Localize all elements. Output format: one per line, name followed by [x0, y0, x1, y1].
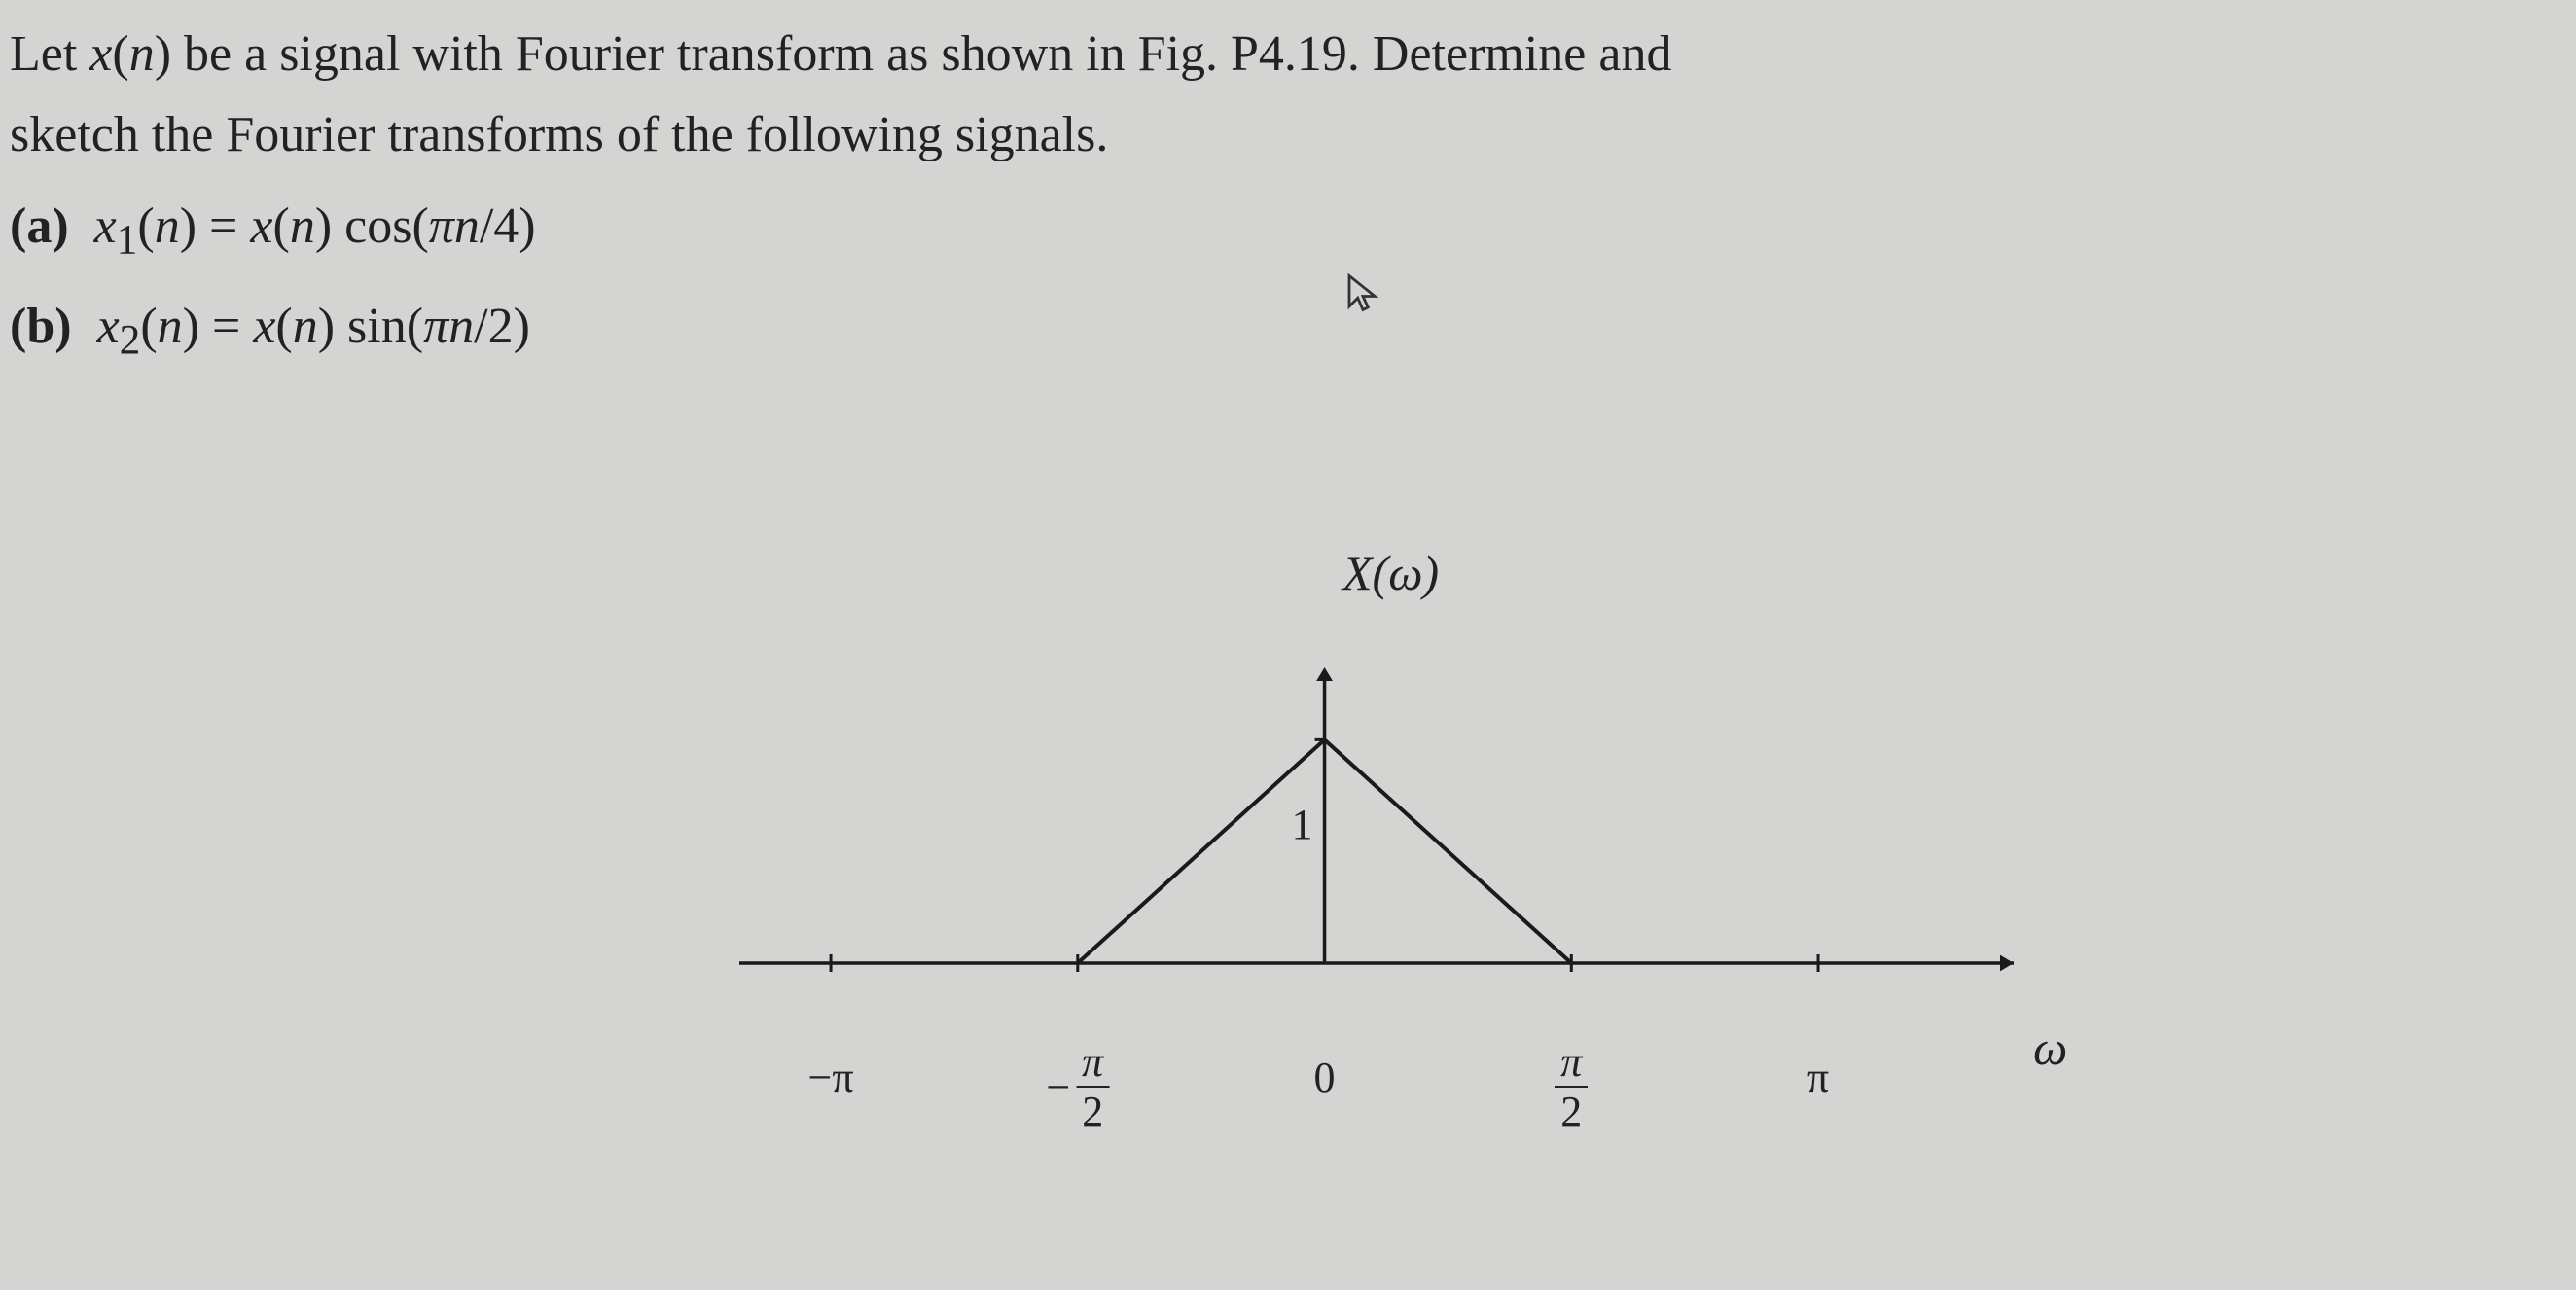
x-tick-label: π: [1807, 1053, 1829, 1102]
x-tick-label: π2: [1555, 1041, 1588, 1133]
figure-container: X(ω) ω 1 −π−π20π2π: [700, 545, 2062, 1265]
cursor-icon: [1342, 272, 1383, 313]
y-peak-label: 1: [1292, 800, 1313, 849]
item-b: (b) x2(n) = x(n) sin(πn/2): [10, 289, 2566, 372]
item-b-label: (b): [10, 299, 72, 354]
chart-title: X(ω): [1342, 545, 1439, 601]
item-a: (a) x1(n) = x(n) cos(πn/4): [10, 189, 2566, 271]
x-axis-label: ω: [2033, 1020, 2067, 1076]
x-tick-label: 0: [1314, 1053, 1336, 1102]
x-tick-label: −π: [808, 1053, 854, 1102]
fourier-chart: [700, 545, 2062, 1051]
problem-intro-line2: sketch the Fourier transforms of the fol…: [10, 100, 2566, 171]
problem-intro-line1: Let x(n) be a signal with Fourier transf…: [10, 19, 2566, 90]
item-a-label: (a): [10, 198, 69, 254]
x-tick-label: −π2: [1046, 1041, 1109, 1133]
